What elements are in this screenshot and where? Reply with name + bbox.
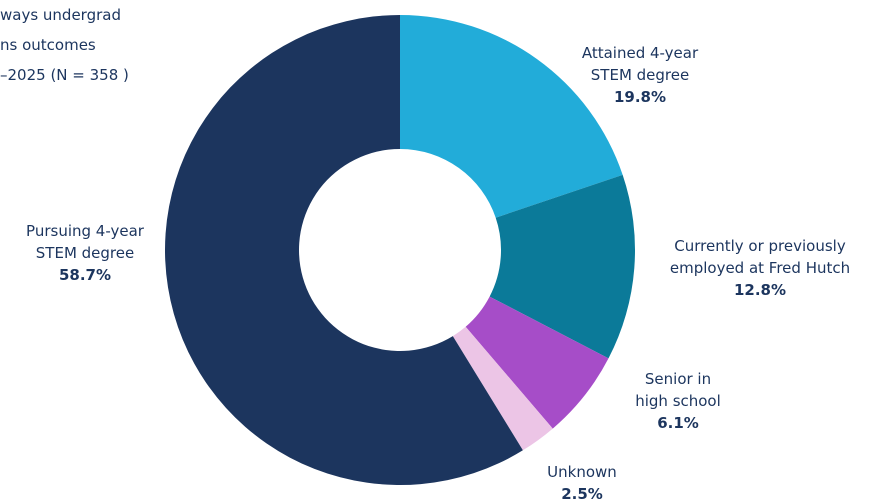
donut-slice xyxy=(465,296,609,429)
donut-slice xyxy=(489,174,635,359)
value-label: 58.7% xyxy=(59,266,111,284)
slice-label: Pursuing 4-year STEM degree xyxy=(26,222,145,262)
donut-slice xyxy=(400,15,623,218)
donut-slice xyxy=(164,15,523,485)
value-label: 2.5% xyxy=(561,485,603,501)
value-label: 6.1% xyxy=(657,414,699,432)
chart-title: –2025 (N = 358 ) xyxy=(0,66,129,84)
slice-label: Unknown xyxy=(547,463,617,481)
value-label: 19.8% xyxy=(614,88,666,106)
slice-label: Attained 4-year STEM degree xyxy=(582,44,699,84)
slice-label: Senior in high school xyxy=(635,370,721,410)
value-label: 12.8% xyxy=(734,281,786,299)
donut-slice xyxy=(452,326,553,451)
chart-title: ns outcomes xyxy=(0,36,96,54)
slice-label: Currently or previously employed at Fred … xyxy=(670,237,850,277)
chart-title: ways undergrad xyxy=(0,6,121,24)
